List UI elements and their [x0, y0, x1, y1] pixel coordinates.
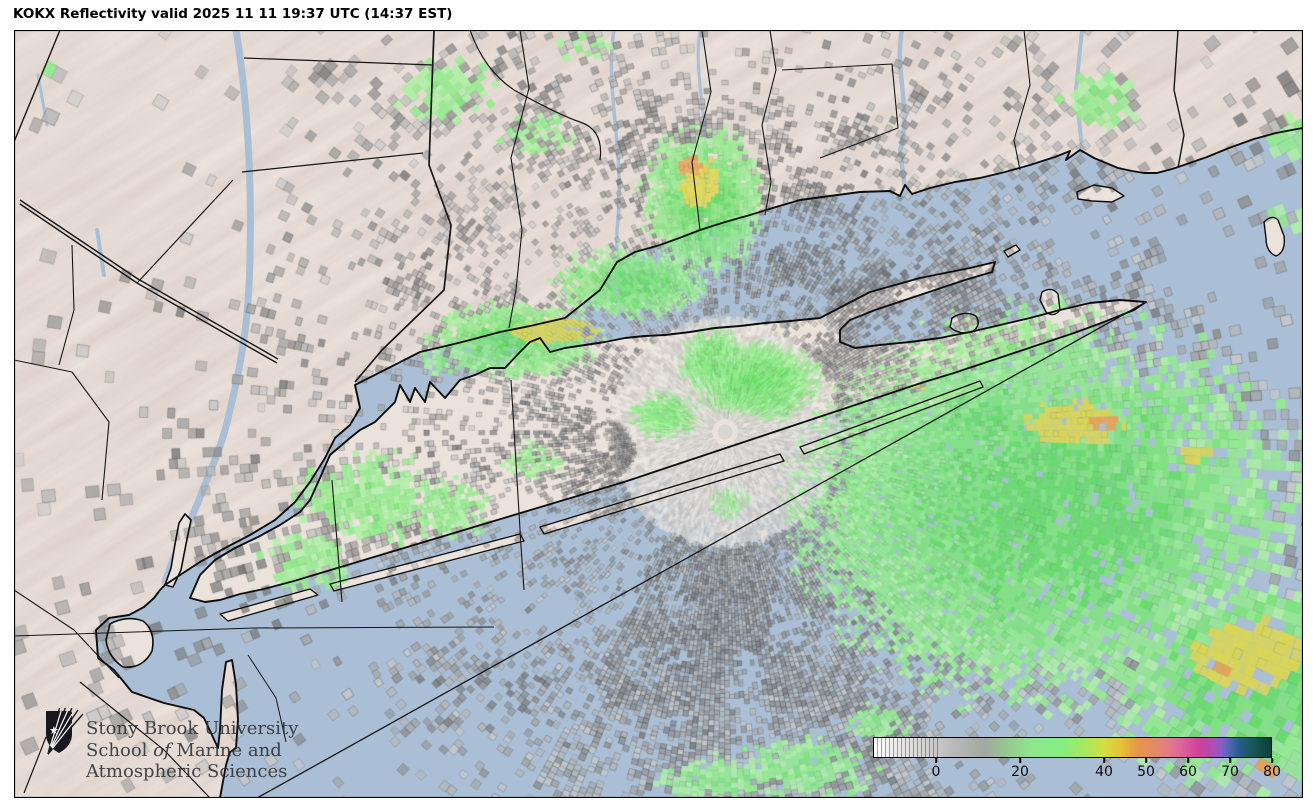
boundaries-layer [14, 30, 1303, 798]
colorbar-tick [1019, 758, 1021, 763]
sbu-shield-icon: ★ [46, 708, 84, 755]
sbu-logo-text: Stony Brook University School of Marine … [86, 718, 298, 783]
nj-ny-border [19, 203, 278, 364]
radar-echo-layer [14, 30, 1303, 798]
logo-line-3: Atmospheric Sciences [86, 761, 288, 782]
ny-ct-border [354, 30, 452, 383]
colorbar-tick-label: 0 [931, 764, 941, 780]
colorbar-tick [1145, 758, 1147, 763]
colorbar-tick-label: 60 [1179, 764, 1197, 780]
logo-line-1: Stony Brook University [86, 718, 299, 739]
colorbar-tick [1187, 758, 1189, 763]
colorbar-tick-label: 20 [1011, 764, 1029, 780]
colorbar-segments [874, 738, 940, 757]
colorbar-tick-label: 50 [1137, 764, 1155, 780]
colorbar-tick [1229, 758, 1231, 763]
colorbar-tick [1271, 758, 1273, 763]
state-county-borders [14, 30, 1185, 798]
sbu-logo: ★ Stony Brook University School of Marin… [44, 708, 304, 811]
marine-boundary [256, 301, 1147, 798]
colorbar-tick [1103, 758, 1105, 763]
svg-text:★: ★ [49, 724, 59, 737]
radar-map: ★ Stony Brook University School of Marin… [14, 30, 1303, 798]
ct-ri-border [1173, 30, 1185, 169]
logo-line-2: School of Marine and [86, 739, 282, 761]
colorbar-tick-label: 40 [1095, 764, 1113, 780]
colorbar-tick-label: 70 [1221, 764, 1239, 780]
page-title: KOKX Reflectivity valid 2025 11 11 19:37… [13, 6, 453, 22]
colorbar-tick [935, 758, 937, 763]
radar-site-marker [717, 424, 733, 440]
map-border [14, 30, 1303, 798]
colorbar-gradient [873, 737, 1272, 758]
reflectivity-colorbar: 0 20 40 50 60 70 80 [873, 737, 1281, 787]
colorbar-tick-label: 80 [1263, 764, 1281, 780]
